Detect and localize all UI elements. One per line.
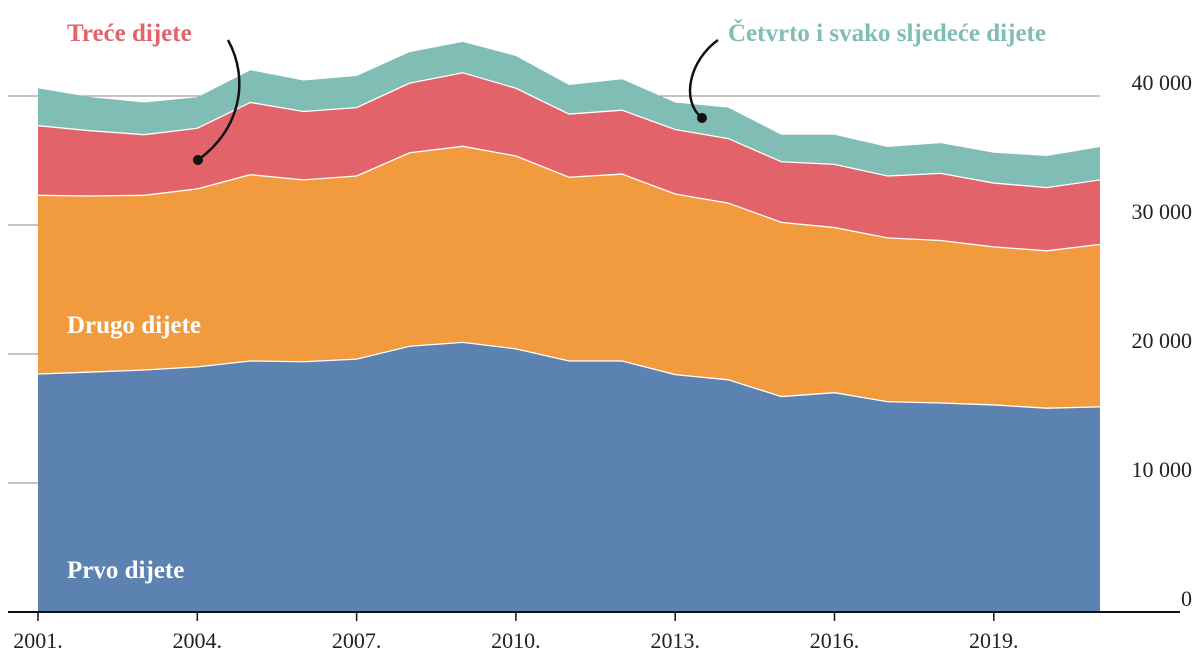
y-tick-label: 40 000 xyxy=(1132,70,1193,95)
y-tick-label: 10 000 xyxy=(1132,457,1193,482)
x-tick-label: 2007. xyxy=(332,628,382,653)
area-edge xyxy=(37,145,1101,252)
area-edge xyxy=(37,341,1101,409)
y-tick-label: 0 xyxy=(1181,586,1192,611)
leader-line xyxy=(688,38,719,119)
area xyxy=(38,342,1100,612)
x-tick-label: 2004. xyxy=(173,628,223,653)
area-edge xyxy=(37,72,1101,189)
plot-area xyxy=(8,41,1100,612)
x-tick-label: 2010. xyxy=(491,628,541,653)
area xyxy=(38,72,1100,251)
y-tick-label: 30 000 xyxy=(1132,199,1193,224)
x-tick-label: 2016. xyxy=(810,628,860,653)
y-tick-label: 20 000 xyxy=(1132,328,1193,353)
series-label: Treće dijete xyxy=(67,20,192,47)
leader-line xyxy=(197,39,241,162)
overlay: 0 10 000 20 000 30 000 40 000 2001. 2004. 2007.… xyxy=(8,18,1192,653)
series-label: Drugo dijete xyxy=(67,312,201,339)
x-tick-label: 2013. xyxy=(650,628,700,653)
area xyxy=(38,146,1100,409)
x-tick-label: 2001. xyxy=(13,628,63,653)
series-label: Četvrto i svako sljedeće dijete xyxy=(728,18,1046,47)
leader-dot xyxy=(193,155,203,165)
x-tick-label: 2019. xyxy=(969,628,1019,653)
area xyxy=(38,41,1100,188)
leader-dot xyxy=(697,113,707,123)
series-label: Prvo dijete xyxy=(67,557,184,584)
